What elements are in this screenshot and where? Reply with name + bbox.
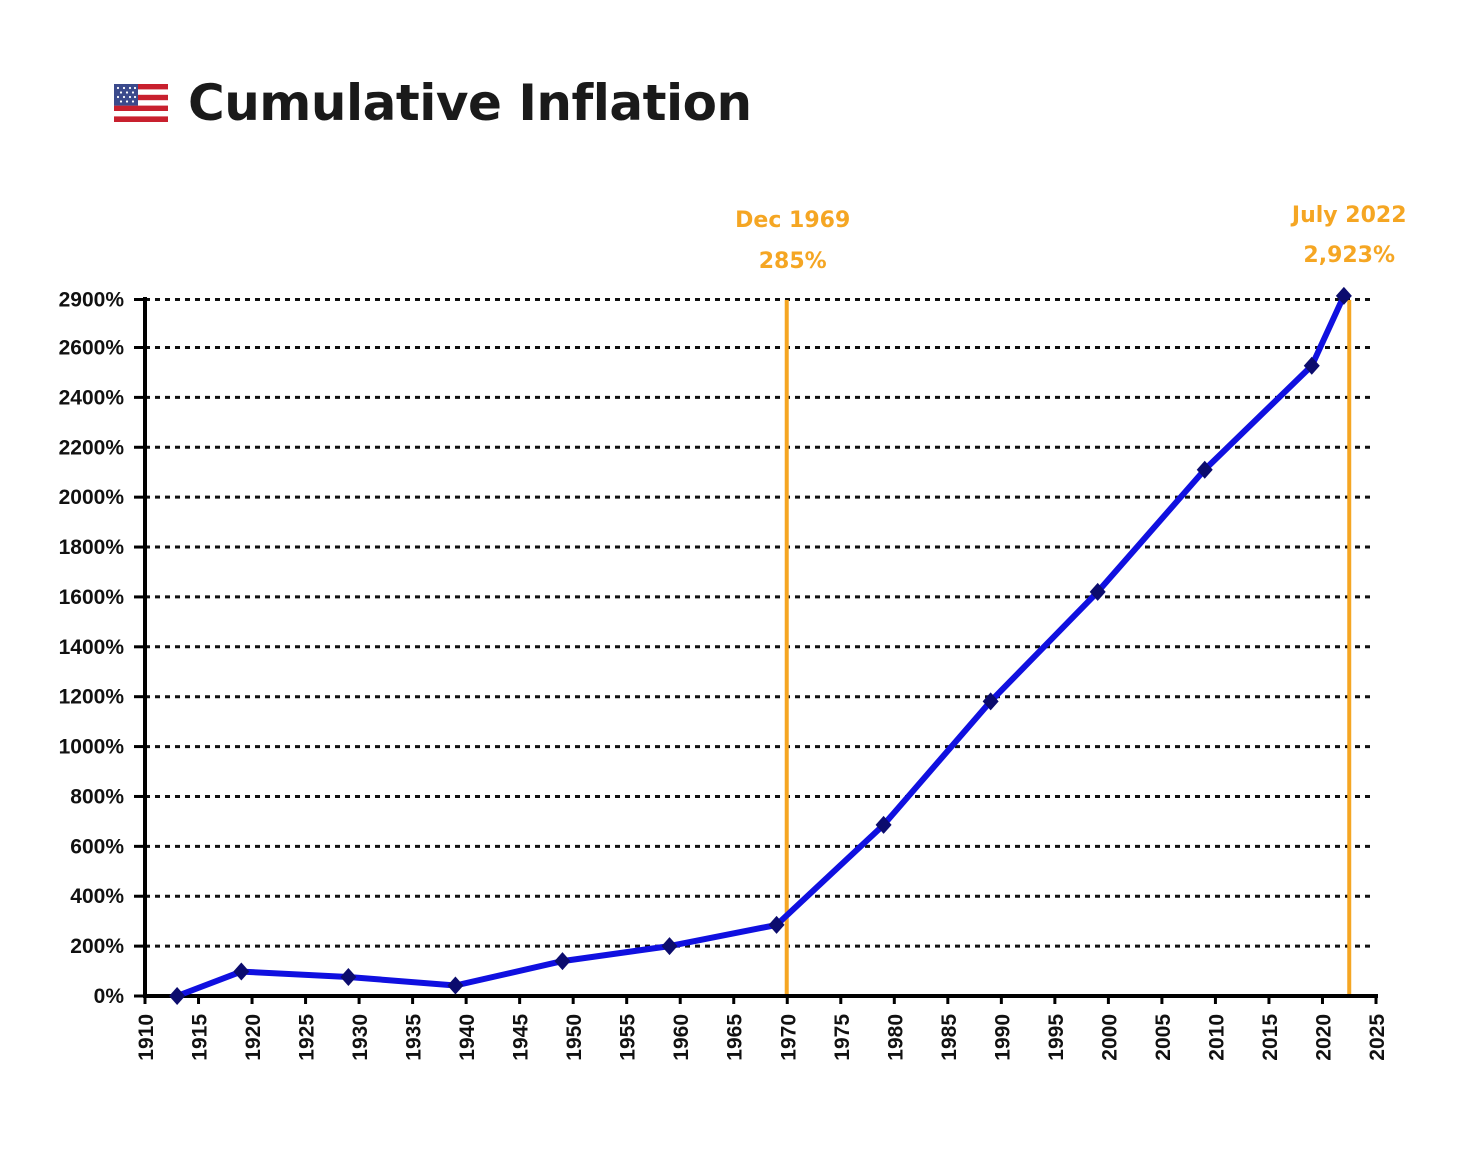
- x-tick-label: 1990: [991, 1014, 1014, 1061]
- data-point: [1089, 582, 1106, 601]
- x-tick-label: 2005: [1152, 1014, 1175, 1061]
- x-tick-label: 2025: [1366, 1014, 1389, 1061]
- x-tick-label: 1975: [831, 1014, 854, 1061]
- annotation-label: Dec 1969: [735, 208, 850, 233]
- x-tick-label: 1910: [135, 1014, 158, 1061]
- annotations: Dec 1969 285% July 2022 2,923%: [735, 203, 1407, 996]
- y-tick-label: 200%: [70, 935, 124, 958]
- y-tick-label: 800%: [70, 785, 124, 808]
- y-tick-label: 2600%: [59, 337, 125, 360]
- annotation-label: July 2022: [1290, 203, 1407, 228]
- y-tick-label: 1400%: [59, 636, 125, 659]
- y-tick-label: 1800%: [59, 536, 125, 559]
- y-tick-label: 1000%: [59, 736, 125, 759]
- chart-title: Cumulative Inflation: [188, 74, 752, 132]
- x-tick-label: 2020: [1312, 1014, 1335, 1061]
- data-point: [233, 962, 250, 981]
- x-tick-label: 1940: [456, 1014, 479, 1061]
- data-point: [661, 937, 678, 956]
- data-point: [340, 968, 357, 987]
- y-tick-label: 1200%: [59, 686, 125, 709]
- grid-lines: [145, 298, 1372, 948]
- x-tick-label: 1955: [617, 1014, 640, 1061]
- annotation-value: 285%: [759, 249, 827, 274]
- y-tick-label: 2900%: [59, 289, 125, 312]
- y-tick-label: 2000%: [59, 486, 125, 509]
- y-tick-label: 2200%: [59, 436, 125, 459]
- x-tick-label: 1965: [724, 1014, 747, 1061]
- chart-header: Cumulative Inflation: [114, 78, 752, 128]
- x-tick-label: 1985: [938, 1014, 961, 1061]
- data-point: [982, 692, 999, 711]
- x-tick-label: 1915: [189, 1014, 212, 1061]
- y-tick-label: 2400%: [59, 386, 125, 409]
- series-inflation: [169, 286, 1352, 1005]
- y-tick-label: 1600%: [59, 586, 125, 609]
- y-tick-label: 400%: [70, 885, 124, 908]
- data-point: [1335, 286, 1352, 305]
- tick-labels: 0% 200% 400% 600% 800% 1000% 1200% 1400% 1600% 18…: [59, 289, 1389, 1061]
- x-tick-label: 1930: [349, 1014, 372, 1061]
- x-tick-label: 2010: [1205, 1014, 1228, 1061]
- data-point: [1303, 356, 1320, 375]
- data-point: [554, 952, 571, 971]
- x-tick-label: 1995: [1045, 1014, 1068, 1061]
- x-tick-label: 1935: [403, 1014, 426, 1061]
- data-point: [169, 987, 186, 1005]
- x-tick-label: 1945: [510, 1014, 533, 1061]
- x-tick-label: 2000: [1098, 1014, 1121, 1061]
- x-tick-label: 1925: [296, 1014, 319, 1061]
- x-tick-label: 1950: [563, 1014, 586, 1061]
- data-point: [768, 915, 785, 934]
- annotation-value: 2,923%: [1303, 243, 1395, 268]
- us-flag-icon: [114, 84, 168, 122]
- data-point: [1196, 460, 1213, 479]
- x-tick-label: 1970: [777, 1014, 800, 1061]
- data-point: [875, 815, 892, 834]
- x-tick-label: 2015: [1259, 1014, 1282, 1061]
- x-tick-label: 1980: [884, 1014, 907, 1061]
- y-tick-label: 600%: [70, 835, 124, 858]
- axes: [134, 297, 1378, 1004]
- x-tick-label: 1960: [670, 1014, 693, 1061]
- y-tick-label: 0%: [94, 985, 125, 1008]
- data-point: [447, 976, 464, 995]
- x-tick-label: 1920: [242, 1014, 265, 1061]
